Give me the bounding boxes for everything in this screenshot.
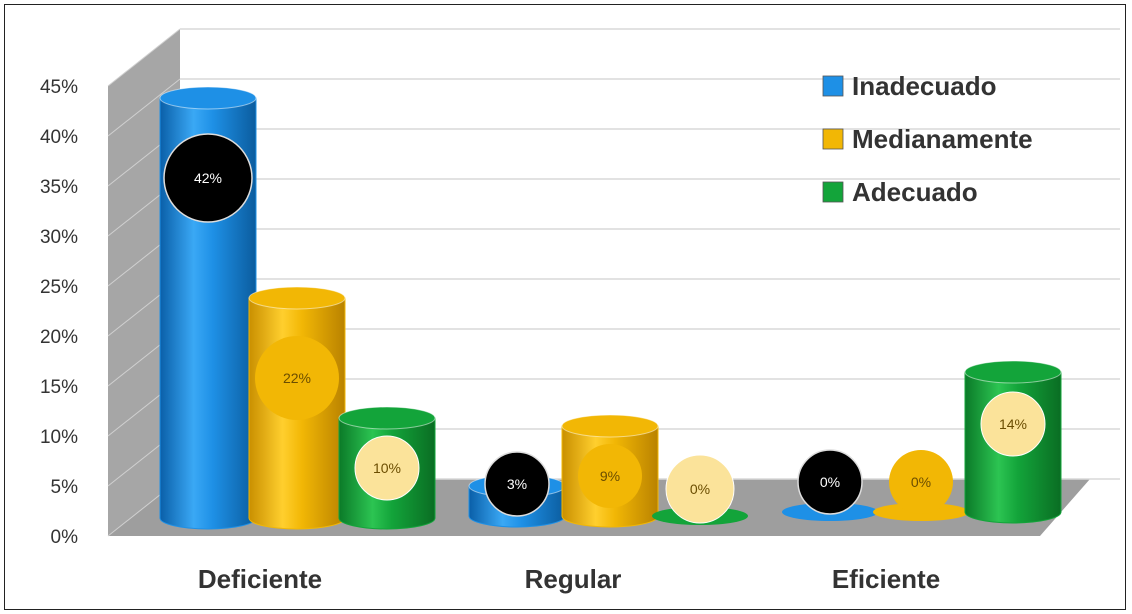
legend-item-adecuado: Adecuado (823, 177, 978, 207)
bar-top (339, 407, 435, 429)
data-label-text: 42% (194, 170, 222, 186)
category-label: Eficiente (832, 564, 940, 594)
legend-swatch (823, 182, 843, 202)
y-tick-label: 0% (51, 527, 79, 548)
category-label: Deficiente (198, 564, 322, 594)
category-label: Regular (525, 564, 622, 594)
legend-swatch (823, 129, 843, 149)
y-tick-label: 45% (40, 77, 78, 98)
data-label-adecuado-regular: 0% (666, 455, 734, 523)
y-tick-label: 35% (40, 177, 78, 198)
y-tick-label: 40% (40, 127, 78, 148)
data-label-inadecuado-eficiente: 0% (798, 450, 862, 514)
legend-label: Adecuado (852, 177, 978, 207)
data-label-text: 9% (600, 468, 620, 484)
data-label-text: 10% (373, 460, 401, 476)
legend-item-medianamente: Medianamente (823, 124, 1033, 154)
bar-top (965, 361, 1061, 383)
bar-top (160, 87, 256, 109)
y-tick-label: 5% (51, 477, 79, 498)
legend-swatch (823, 76, 843, 96)
data-label-text: 3% (507, 476, 527, 492)
data-label-text: 0% (690, 481, 710, 497)
data-label-inadecuado-regular: 3% (485, 452, 549, 516)
y-tick-label: 10% (40, 427, 78, 448)
y-tick-label: 25% (40, 277, 78, 298)
data-label-text: 0% (820, 474, 840, 490)
data-label-medianamente-deficiente: 22% (255, 336, 339, 420)
bar-top (249, 287, 345, 309)
data-label-text: 0% (911, 474, 931, 490)
data-label-adecuado-eficiente: 14% (981, 392, 1045, 456)
y-tick-label: 30% (40, 227, 78, 248)
legend-label: Inadecuado (852, 71, 996, 101)
data-label-adecuado-deficiente: 10% (355, 436, 419, 500)
data-label-text: 22% (283, 370, 311, 386)
y-tick-label: 20% (40, 327, 78, 348)
bar-top (562, 415, 658, 437)
y-tick-label: 15% (40, 377, 78, 398)
data-label-text: 14% (999, 416, 1027, 432)
data-label-medianamente-regular: 9% (578, 444, 642, 508)
data-label-inadecuado-deficiente: 42% (164, 134, 252, 222)
legend-label: Medianamente (852, 124, 1033, 154)
legend-item-inadecuado: Inadecuado (823, 71, 996, 101)
data-label-medianamente-eficiente: 0% (889, 450, 953, 514)
